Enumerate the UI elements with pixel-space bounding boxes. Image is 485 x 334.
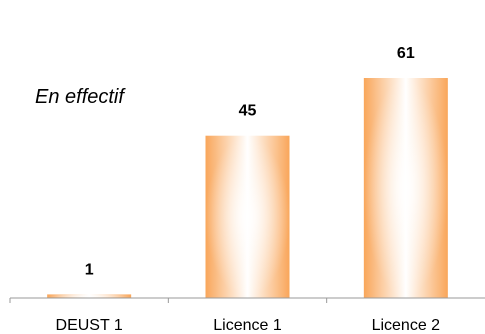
bar-glow	[205, 135, 290, 298]
value-label: 1	[85, 261, 94, 278]
x-tick-label: DEUST 1	[56, 317, 123, 334]
bar-licence-2	[363, 78, 448, 298]
chart-subtitle: En effectif	[35, 86, 126, 108]
value-label: 45	[239, 103, 257, 120]
x-ticks-layer: DEUST 1 Licence 1 Licence 2	[9, 298, 441, 334]
x-tick-label: Licence 2	[372, 317, 441, 334]
bars-layer	[47, 78, 448, 298]
x-tick-label: Licence 1	[213, 317, 282, 334]
bar-glow	[363, 78, 448, 298]
labels-layer: 1 45 61	[85, 45, 415, 278]
value-label: 61	[397, 45, 415, 62]
bar-glow	[47, 294, 132, 298]
bar-licence-1	[205, 135, 290, 298]
bar-deust-1	[47, 294, 132, 298]
